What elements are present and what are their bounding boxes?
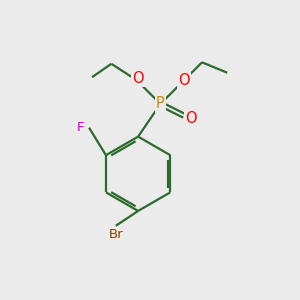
Text: O: O (185, 111, 197, 126)
Text: F: F (76, 121, 84, 134)
Text: O: O (132, 71, 144, 86)
Text: P: P (156, 96, 165, 111)
Text: Br: Br (109, 228, 123, 241)
Text: O: O (178, 73, 190, 88)
